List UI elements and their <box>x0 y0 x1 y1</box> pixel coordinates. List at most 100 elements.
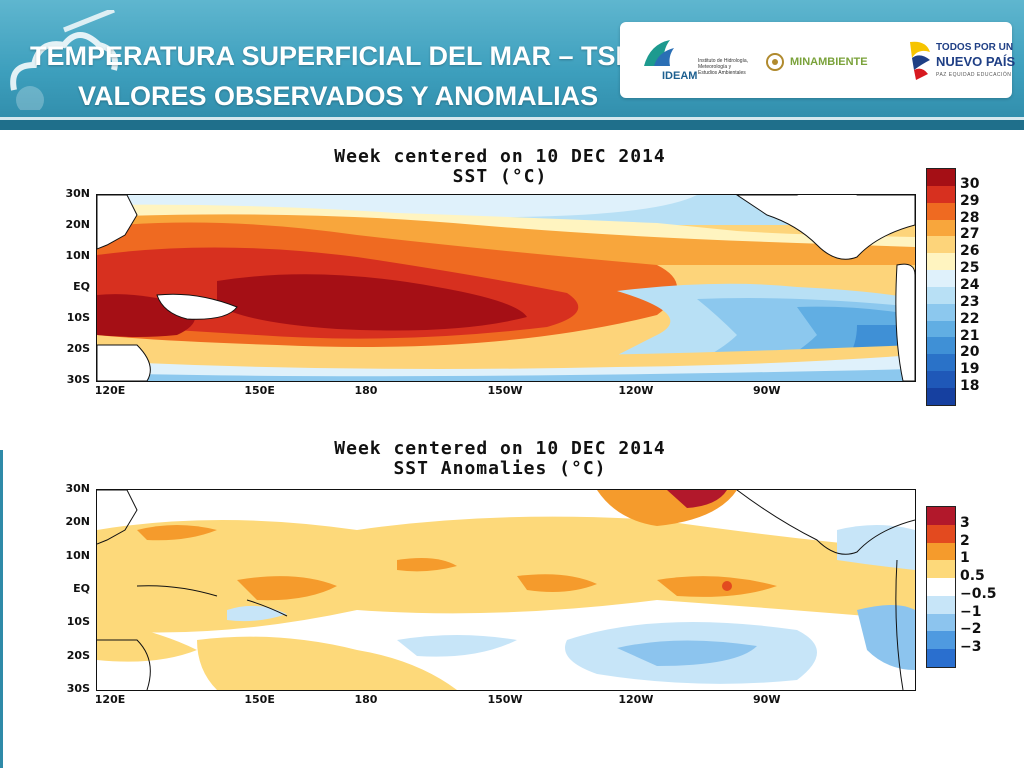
colorbar-label: 21 <box>960 327 980 344</box>
todos-line-2: NUEVO PAÍS <box>936 54 1016 69</box>
colorbar-swatch <box>927 236 955 254</box>
y-tick-label: 10N <box>65 249 90 262</box>
todos-line-1: TODOS POR UN <box>936 42 1014 53</box>
colorbar-swatch <box>927 595 955 614</box>
ideam-subtitle-line: Meteorología y <box>698 64 732 70</box>
colorbar-swatch <box>927 185 955 203</box>
colorbar-swatch <box>927 219 955 237</box>
title-line-2: VALORES OBSERVADOS Y ANOMALIAS <box>78 81 599 111</box>
ideam-emblem-icon <box>644 40 674 66</box>
ideam-label: IDEAM <box>662 70 698 82</box>
logos-panel: IDEAM Instituto de Hidrología, Meteorolo… <box>620 22 1015 98</box>
sst-field <box>97 195 915 381</box>
colorbar-label: 30 <box>960 175 980 192</box>
colorbar-label: 25 <box>960 260 980 277</box>
colorbar-swatch <box>927 613 955 632</box>
colorbar-swatch <box>927 578 955 596</box>
ideam-subtitle: Instituto de Hidrología, Meteorología y … <box>698 58 748 76</box>
slide-title: TEMPERATURA SUPERFICIAL DEL MAR – TSM VA… <box>30 36 670 116</box>
colorbar-swatch <box>927 303 955 321</box>
colorbar-swatch <box>927 507 955 525</box>
colorbar-label: 27 <box>960 226 980 243</box>
colorbar-swatch <box>927 320 955 338</box>
y-tick-label: EQ <box>73 582 90 595</box>
colorbar-label: −2 <box>960 621 982 638</box>
colorbar-label: 3 <box>960 514 970 531</box>
x-tick-label: 120E <box>94 384 126 397</box>
colorbar-label: 20 <box>960 344 980 361</box>
chart-title: Week centered on 10 DEC 2014 <box>334 438 666 459</box>
todos-line-3: PAZ EQUIDAD EDUCACIÓN <box>936 72 1012 78</box>
y-tick-label: 10S <box>66 615 90 629</box>
x-tick-label: 120E <box>94 693 126 706</box>
colombia-seal-icon <box>766 53 784 71</box>
y-tick-label: 30S <box>66 373 90 386</box>
title-line-1: TEMPERATURA SUPERFICIAL DEL MAR – TSM <box>30 41 639 71</box>
colorbar-label: −3 <box>960 639 982 656</box>
x-tick-label: 120W <box>618 693 654 706</box>
x-tick-label: 150W <box>487 693 523 706</box>
colorbar-label: 28 <box>960 209 980 226</box>
colorbar-label: 29 <box>960 192 980 209</box>
colorbar-label: 18 <box>960 378 980 395</box>
y-tick-label: 30N <box>65 482 90 495</box>
colorbar-label: 26 <box>960 243 980 260</box>
sst-colorbar <box>926 168 956 406</box>
colorbar-swatch <box>927 337 955 355</box>
x-tick-label: 180 <box>354 693 378 706</box>
colorbar-swatch <box>927 371 955 388</box>
minambiente-logo: MINAMBIENTE <box>760 52 890 72</box>
cloud-icon <box>10 10 118 110</box>
y-tick-label: 20S <box>66 648 90 662</box>
x-tick-label: 150W <box>487 384 523 397</box>
anomaly-colorbar <box>926 506 956 668</box>
colorbar-label: 23 <box>960 293 980 310</box>
left-edge-band <box>0 450 3 768</box>
slide-header: TEMPERATURA SUPERFICIAL DEL MAR – TSM VA… <box>0 0 1024 130</box>
colorbar-label: 1 <box>960 550 970 567</box>
colorbar-swatch <box>927 202 955 220</box>
x-tick-label: 180 <box>354 384 378 397</box>
colorbar-label: −1 <box>960 603 982 620</box>
y-tick-label: 30S <box>66 682 90 695</box>
colorbar-swatch <box>927 169 955 186</box>
colorbar-label: 24 <box>960 277 980 293</box>
sst-map-figure: Week centered on 10 DEC 2014 SST (°C) <box>40 140 1020 415</box>
chart-subtitle: SST (°C) <box>452 166 548 187</box>
y-tick-label: EQ <box>73 280 90 293</box>
x-tick-label: 120W <box>618 384 654 397</box>
chart-title: Week centered on 10 DEC 2014 <box>334 146 666 167</box>
ideam-logo: IDEAM Instituto de Hidrología, Meteorolo… <box>634 36 748 84</box>
x-tick-label: 90W <box>753 384 781 397</box>
colorbar-swatch <box>927 631 955 650</box>
colorbar-swatch <box>927 560 955 579</box>
colorbar-swatch <box>927 542 955 561</box>
colorbar-swatch <box>927 286 955 304</box>
flag-icon <box>910 41 930 80</box>
colorbar-swatch <box>927 270 955 287</box>
x-tick-label: 90W <box>753 693 781 706</box>
colorbar-swatch <box>927 253 955 271</box>
colorbar-label: −0.5 <box>960 585 997 602</box>
sst-anomaly-field <box>97 490 915 690</box>
y-tick-label: 10N <box>65 548 90 562</box>
todos-por-un-nuevo-pais-logo: TODOS POR UN NUEVO PAÍS PAZ EQUIDAD EDUC… <box>906 34 1015 86</box>
colorbar-label: 2 <box>960 532 970 549</box>
sst-anomaly-map-figure: Week centered on 10 DEC 2014 SST Anomali… <box>40 432 1020 712</box>
y-tick-label: 20N <box>65 218 90 231</box>
y-tick-label: 20N <box>65 515 90 529</box>
y-tick-label: 20S <box>66 342 90 355</box>
ideam-subtitle-line: Estudios Ambientales <box>698 70 746 76</box>
ideam-subtitle-line: Instituto de Hidrología, <box>698 58 749 64</box>
colorbar-swatch <box>927 524 955 543</box>
colorbar-label: 22 <box>960 310 980 327</box>
header-bottom-band <box>0 120 1024 130</box>
colorbar-swatch <box>927 354 955 372</box>
y-tick-label: 10S <box>66 311 90 324</box>
colorbar-label: 0.5 <box>960 568 985 585</box>
header-divider <box>0 117 1024 120</box>
sst-anomaly-map <box>96 489 916 691</box>
x-tick-label: 150E <box>244 693 275 706</box>
colorbar-label: 19 <box>960 361 980 378</box>
y-tick-label: 30N <box>65 187 90 200</box>
